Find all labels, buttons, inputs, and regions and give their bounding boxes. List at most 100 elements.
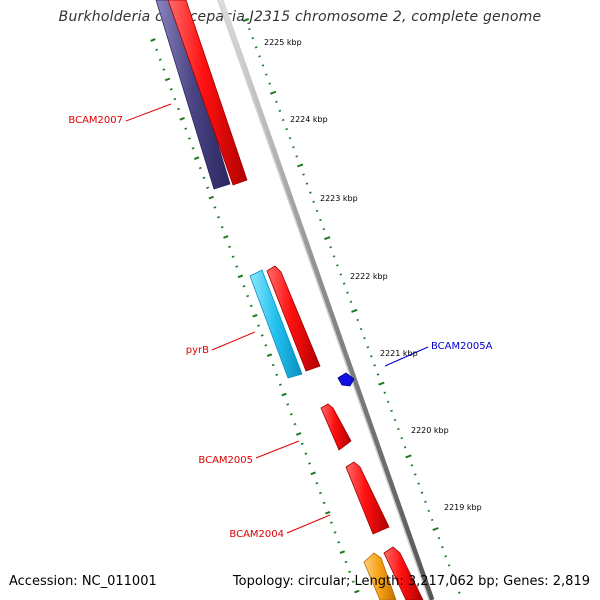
outer-minor-tick — [447, 564, 451, 567]
outer-minor-tick — [339, 273, 343, 276]
inner-minor-tick — [351, 580, 355, 583]
accession-text: Accession: NC_011001 — [9, 574, 157, 589]
inner-minor-tick — [275, 373, 279, 377]
outer-minor-tick — [420, 491, 424, 494]
inner-minor-tick — [202, 176, 206, 180]
outer-minor-tick — [346, 291, 349, 294]
genome-backbone — [218, 0, 435, 600]
inner-minor-tick — [169, 88, 173, 91]
inner-major-tick — [339, 550, 346, 554]
genome-backbone-highlight — [217, 0, 430, 600]
gene-pyrb-bar[interactable] — [249, 269, 303, 379]
inner-minor-tick — [228, 245, 231, 249]
inner-minor-tick — [235, 265, 239, 268]
outer-minor-tick — [302, 173, 305, 176]
inner-minor-tick — [333, 531, 337, 534]
inner-minor-tick — [293, 422, 297, 426]
feature-bcam2005a-marker[interactable] — [337, 372, 355, 387]
inner-minor-tick — [162, 68, 166, 71]
outer-minor-tick — [441, 546, 444, 549]
inner-minor-tick — [289, 413, 293, 416]
outer-minor-tick — [373, 364, 376, 367]
gene-label-bcam2005[interactable]: BCAM2005 — [198, 455, 253, 466]
inner-minor-tick — [249, 304, 253, 308]
outer-minor-tick — [288, 137, 292, 140]
inner-major-tick — [237, 274, 244, 279]
scale-label-2222: 2222 kbp — [350, 272, 388, 281]
inner-minor-tick — [304, 452, 308, 455]
bcam2005a-leader-line — [384, 346, 429, 367]
inner-minor-tick — [220, 225, 224, 229]
gene-label-bcam2005a[interactable]: BCAM2005A — [431, 341, 493, 352]
inner-major-tick — [193, 156, 200, 161]
gene-forward-pyr-bar[interactable] — [266, 265, 321, 372]
outer-minor-tick — [386, 400, 390, 403]
inner-minor-tick — [260, 334, 264, 337]
inner-major-tick — [310, 471, 316, 476]
inner-minor-tick — [329, 521, 333, 524]
outer-major-tick — [351, 308, 358, 313]
scale-label-2225: 2225 kbp — [264, 38, 302, 47]
inner-minor-tick — [242, 285, 246, 288]
outer-minor-tick — [315, 209, 319, 213]
outer-minor-tick — [390, 409, 393, 413]
outer-minor-tick — [383, 391, 387, 394]
outer-major-tick — [297, 163, 304, 168]
outer-minor-tick — [437, 537, 441, 540]
inner-major-tick — [266, 353, 273, 357]
gene-label-bcam2004[interactable]: BCAM2004 — [229, 529, 284, 540]
outer-minor-tick — [322, 227, 326, 231]
inner-minor-tick — [286, 403, 290, 406]
inner-minor-tick — [206, 186, 210, 189]
outer-minor-tick — [400, 437, 404, 440]
gene-bcam2007-bar[interactable] — [155, 0, 231, 190]
scale-label-2221: 2221 kbp — [380, 349, 418, 358]
gene-forward-top-bar[interactable] — [167, 0, 248, 186]
gene-bcam2004-arrow[interactable] — [345, 461, 390, 535]
gene-forward-bottom-bar[interactable] — [383, 546, 424, 600]
outer-minor-tick — [281, 118, 285, 122]
outer-minor-tick — [393, 418, 397, 422]
inner-minor-tick — [187, 137, 191, 140]
gene-label-pyrb[interactable]: pyrB — [186, 345, 209, 356]
inner-minor-tick — [337, 541, 341, 544]
outer-minor-tick — [261, 64, 265, 67]
outer-minor-tick — [278, 109, 282, 113]
inner-major-tick — [208, 195, 214, 200]
gene-orange-bar[interactable] — [363, 552, 397, 600]
inner-minor-tick — [173, 97, 177, 101]
inner-major-tick — [325, 510, 331, 515]
outer-minor-tick — [265, 73, 268, 76]
inner-major-tick — [295, 432, 302, 436]
outer-major-tick — [324, 236, 331, 241]
outer-minor-tick — [356, 318, 359, 322]
inner-minor-tick — [191, 147, 195, 150]
inner-minor-tick — [300, 442, 304, 445]
outer-minor-tick — [410, 464, 414, 467]
gene-bcam2005-arrow[interactable] — [320, 403, 352, 451]
bcam2007-leader-line — [125, 103, 172, 122]
outer-scale-track — [242, 18, 461, 594]
inner-major-tick — [179, 116, 185, 121]
outer-minor-tick — [451, 573, 454, 576]
scale-label-2219: 2219 kbp — [444, 503, 482, 512]
outer-minor-tick — [292, 146, 295, 149]
inner-minor-tick — [246, 294, 250, 298]
inner-major-tick — [281, 392, 287, 397]
inner-minor-tick — [257, 324, 260, 327]
outer-major-tick — [378, 381, 385, 386]
inner-minor-tick — [322, 501, 326, 505]
outer-minor-tick — [430, 518, 434, 522]
outer-minor-tick — [251, 37, 255, 40]
outer-minor-tick — [397, 427, 400, 431]
gene-label-bcam2007[interactable]: BCAM2007 — [68, 115, 123, 126]
scale-label-2220: 2220 kbp — [411, 426, 449, 435]
outer-minor-tick — [359, 327, 363, 331]
outer-minor-tick — [295, 155, 299, 158]
inner-major-tick — [164, 77, 171, 82]
outer-major-tick — [242, 18, 250, 22]
outer-minor-tick — [248, 27, 251, 31]
inner-tick-track — [150, 38, 360, 594]
inner-minor-tick — [184, 127, 188, 130]
